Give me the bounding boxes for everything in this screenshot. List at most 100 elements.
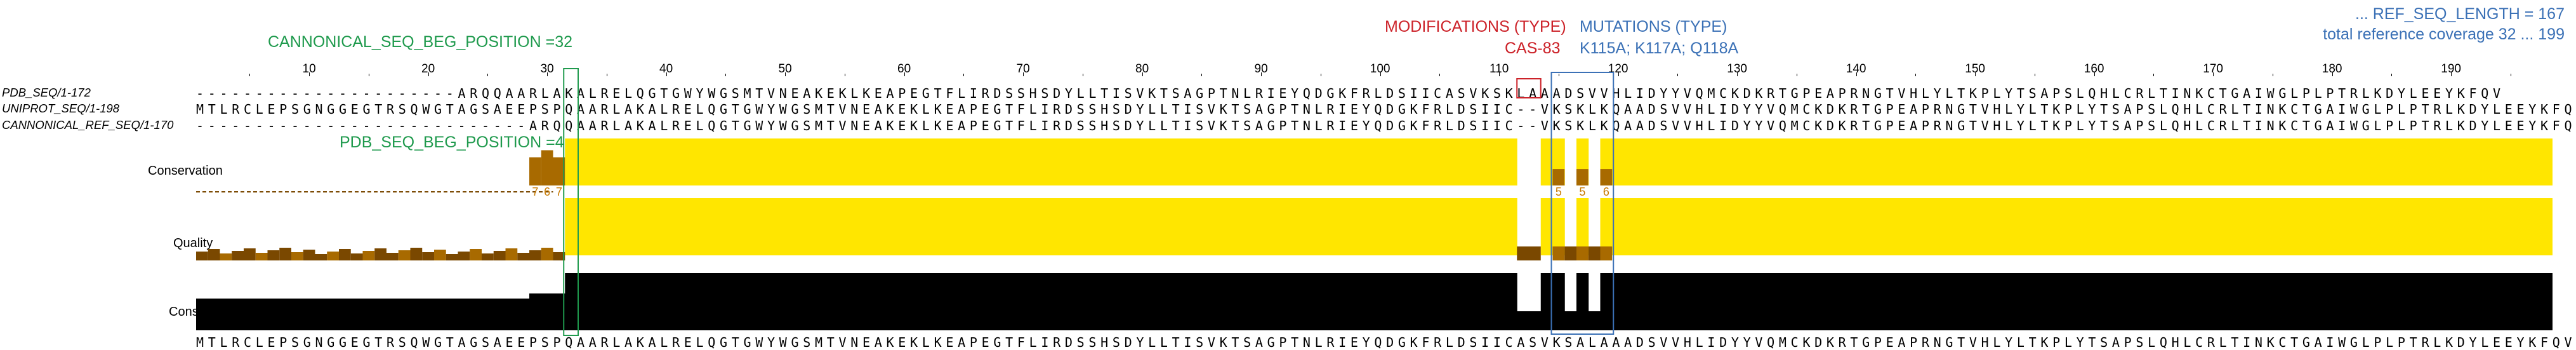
- conservation-score: 6: [1603, 185, 1609, 198]
- conservation-lower-bar: [958, 198, 970, 255]
- conservation-bar: [1481, 138, 1494, 185]
- conservation-bar-low: [1552, 169, 1565, 185]
- quality-bar: [255, 253, 268, 260]
- consensus-bar: [577, 273, 590, 330]
- conservation-bar: [2254, 138, 2267, 185]
- modification-box: [1516, 78, 1542, 98]
- quality-bar: [505, 248, 518, 260]
- consensus-bar: [232, 299, 244, 330]
- conservation-lower-bar: [2219, 198, 2231, 255]
- conservation-bar: [1993, 138, 2005, 185]
- conservation-lower-bar: [1136, 198, 1149, 255]
- conservation-lower-bar: [600, 198, 613, 255]
- conservation-lower-bar: [898, 198, 911, 255]
- conservation-lower-bar: [1053, 198, 1066, 255]
- quality-bar: [267, 250, 280, 260]
- conservation-lower-bar: [624, 198, 637, 255]
- consensus-bar: [826, 273, 839, 330]
- consensus-bar: [2088, 273, 2101, 330]
- quality-bar: [374, 248, 386, 260]
- conservation-lower-bar: [910, 198, 923, 255]
- conservation-lower-bar: [1767, 198, 1780, 255]
- conservation-bar: [1184, 138, 1196, 185]
- consensus-bar: [1469, 273, 1482, 330]
- conservation-lower-bar: [1838, 198, 1851, 255]
- consensus-bar: [958, 273, 970, 330]
- modifications-value: CAS-83: [1505, 39, 1561, 57]
- conservation-lower-bar: [1184, 198, 1196, 255]
- modifications-title: MODIFICATIONS (TYPE): [1385, 18, 1566, 36]
- consensus-bar: [874, 273, 887, 330]
- ruler-minor-tick: [1201, 74, 1203, 76]
- quality-bar: [1576, 246, 1589, 260]
- conservation-lower-bar: [1862, 198, 1875, 255]
- ruler-label: 170: [2203, 62, 2223, 76]
- ruler-label: 190: [2441, 62, 2461, 76]
- conservation-bar: [2504, 138, 2517, 185]
- consensus-bar: [1148, 273, 1161, 330]
- conservation-lower-bar: [1957, 198, 1970, 255]
- consensus-bar: [255, 299, 268, 330]
- seq-name-uniprot: UNIPROT_SEQ/1-198: [2, 102, 120, 115]
- conservation-bar: [921, 138, 934, 185]
- conservation-bar-low: [1576, 169, 1589, 185]
- ruler-minor-tick: [1677, 74, 1679, 76]
- sequence-row-uniprot[interactable]: MTLRCLEPSGNGGEGTRSQWGTAGSAEEPSPQAARLAKAL…: [196, 102, 2576, 117]
- conservation-bar: [2481, 138, 2493, 185]
- conservation-bar: [1850, 138, 1863, 185]
- sequence-row-canonical[interactable]: ----------------------------ARQQAARLAKAL…: [196, 118, 2576, 133]
- conservation-bar: [1005, 138, 1018, 185]
- conservation-bar: [2076, 138, 2089, 185]
- conservation-bar: [1017, 138, 1029, 185]
- conservation-lower-bar: [1350, 198, 1363, 255]
- quality-bar: [362, 251, 375, 260]
- consensus-bar: [493, 299, 506, 330]
- conservation-lower-bar: [1933, 198, 1946, 255]
- conservation-bar: [1243, 138, 1256, 185]
- conservation-lower-bar: [1397, 198, 1410, 255]
- consensus-bar: [2349, 273, 2362, 330]
- conservation-bar: [743, 138, 756, 185]
- consensus-bar: [2183, 273, 2196, 330]
- consensus-bar: [1172, 273, 1184, 330]
- conservation-lower-bar: [2243, 198, 2256, 255]
- conservation-lower-bar: [1755, 198, 1767, 255]
- conservation-bar: [2469, 138, 2481, 185]
- conservation-lower-bar: [1576, 198, 1589, 255]
- conservation-bar: [898, 138, 911, 185]
- seq-name-canonical: CANNONICAL_REF_SEQ/1-170: [2, 118, 174, 131]
- consensus-bar: [588, 273, 601, 330]
- consensus-bar: [196, 299, 209, 330]
- conservation-lower-bar: [1410, 198, 1422, 255]
- conservation-bar: [1041, 138, 1054, 185]
- conservation-bar: [1196, 138, 1208, 185]
- conservation-bar: [850, 138, 863, 185]
- conservation-lower-bar: [1338, 198, 1351, 255]
- consensus-bar: [1481, 273, 1494, 330]
- sequence-row-pdb[interactable]: ----------------------ARQQAARLAKALRELQGT…: [196, 86, 2505, 101]
- conservation-lower-bar: [2136, 198, 2148, 255]
- conservation-lower-bar: [803, 198, 816, 255]
- consensus-bar: [2171, 273, 2184, 330]
- conservation-lower-bar: [850, 198, 863, 255]
- consensus-bar: [755, 273, 768, 330]
- ruler-tick: [2332, 72, 2333, 76]
- seq-name-pdb: PDB_SEQ/1-172: [2, 86, 91, 99]
- conservation-lower-bar: [1683, 198, 1696, 255]
- consensus-bar: [1588, 311, 1601, 330]
- conservation-bar: [1362, 138, 1375, 185]
- consensus-bar: [244, 299, 256, 330]
- conservation-bar: [660, 138, 673, 185]
- consensus-bar: [1029, 273, 1041, 330]
- ruler-tick: [1737, 72, 1738, 76]
- conservation-bar: [1838, 138, 1851, 185]
- ref-seq-length-label: ... REF_SEQ_LENGTH = 167: [2355, 5, 2565, 23]
- quality-bar: [339, 249, 351, 260]
- consensus-bar: [2266, 273, 2279, 330]
- ruler-minor-tick: [249, 74, 251, 76]
- consensus-bar: [470, 299, 482, 330]
- conservation-lower-bar: [1017, 198, 1029, 255]
- conservation-lower-bar: [1481, 198, 1494, 255]
- conservation-bar: [2207, 138, 2219, 185]
